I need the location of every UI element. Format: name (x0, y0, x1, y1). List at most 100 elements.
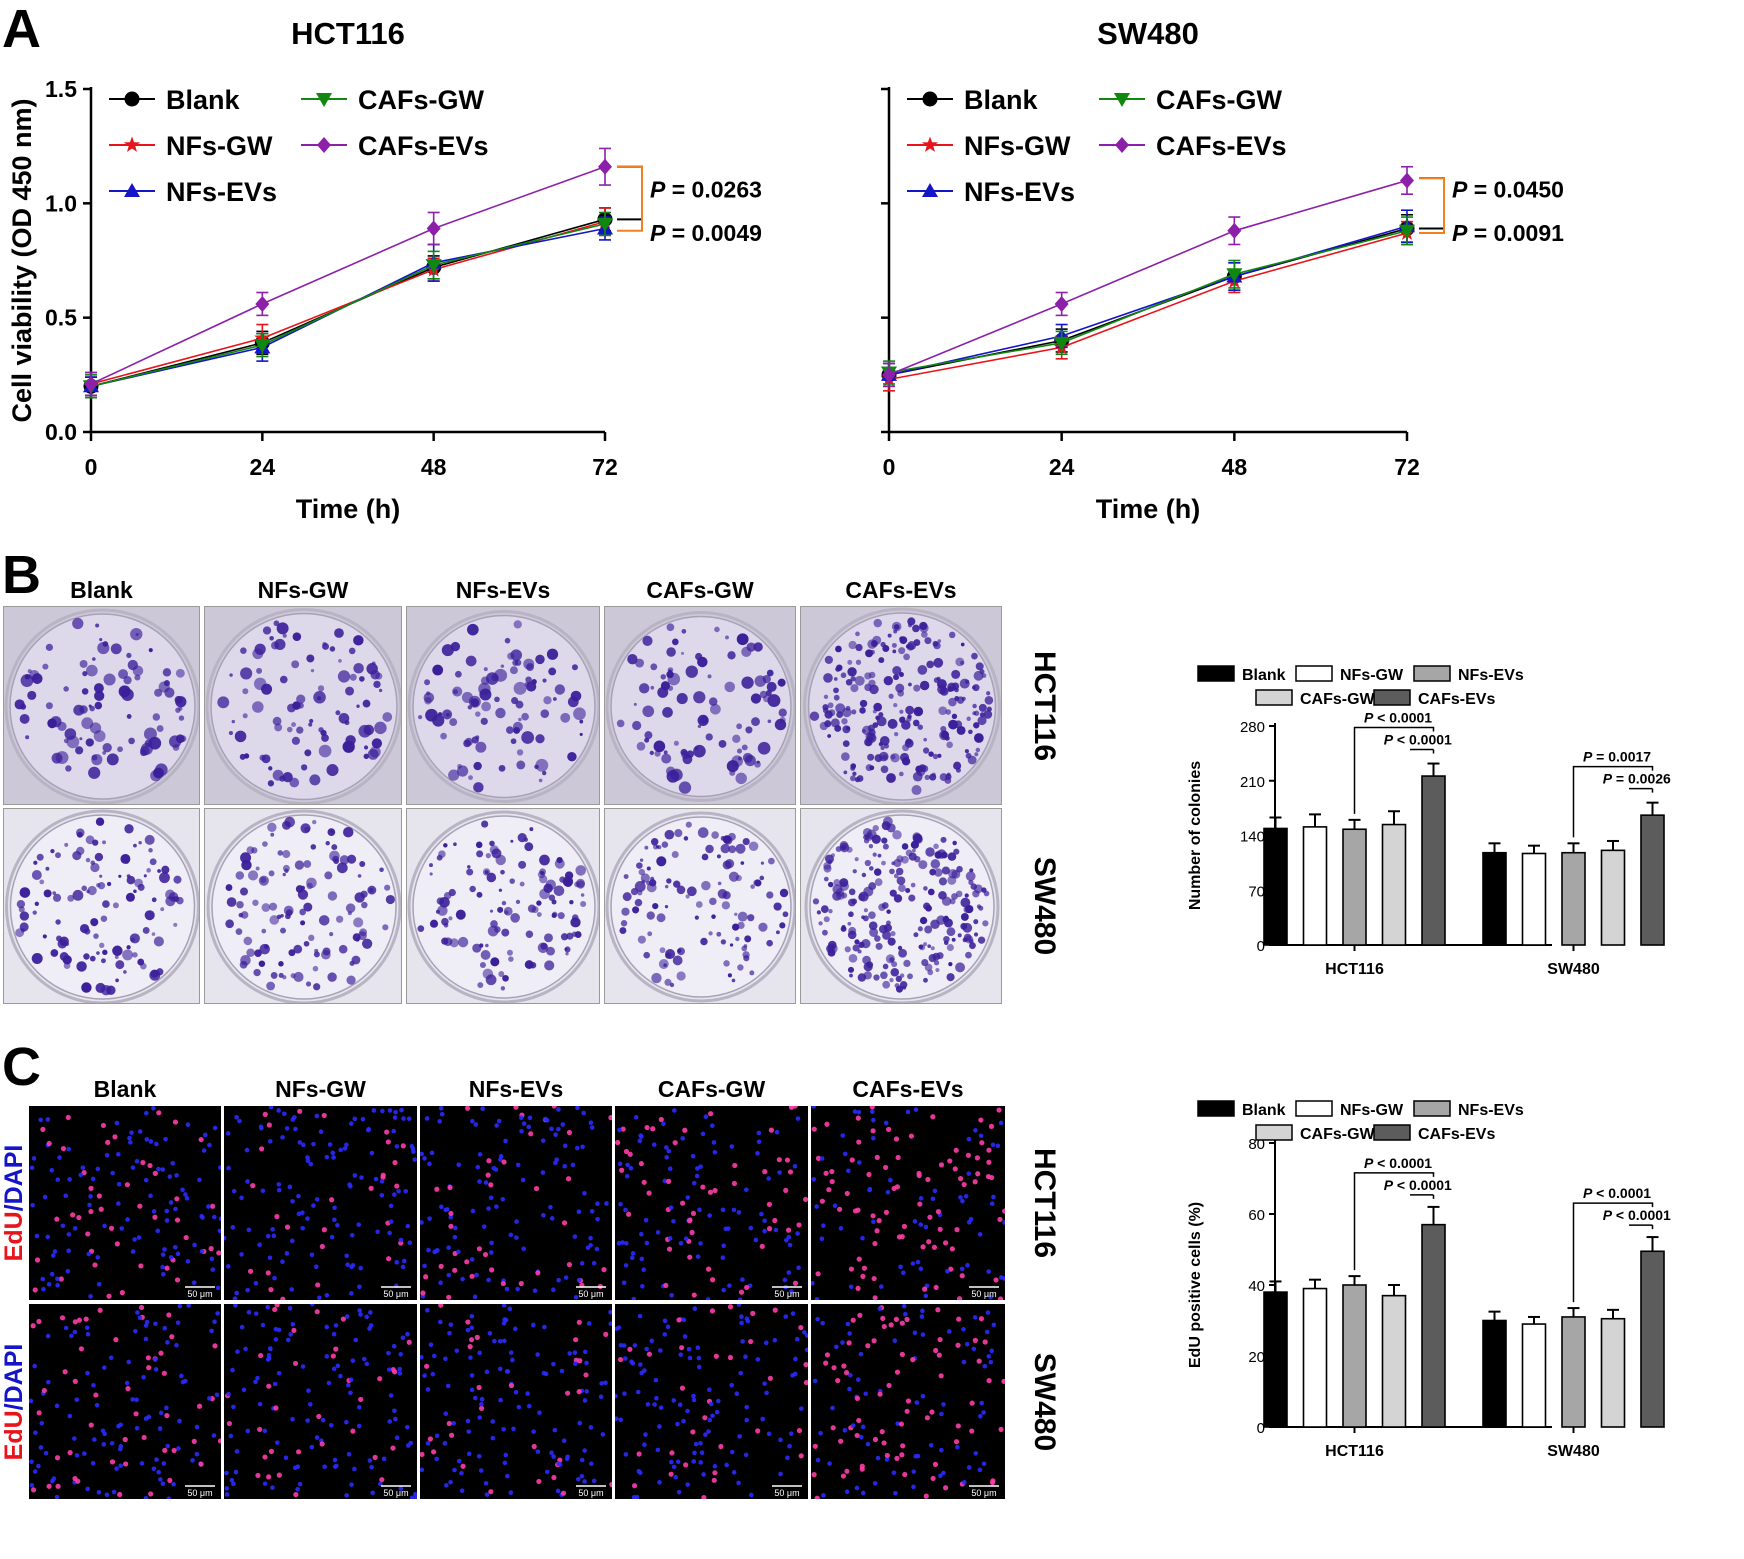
dapi-nucleus (584, 1360, 589, 1366)
edu-nucleus (783, 1187, 789, 1194)
colony (912, 848, 916, 853)
colony (32, 910, 37, 915)
edu-nucleus (513, 1106, 519, 1110)
dapi-nucleus (266, 1352, 272, 1358)
colony (919, 680, 930, 691)
edu-nucleus (609, 1481, 612, 1488)
dapi-nucleus (729, 1449, 735, 1455)
colony (254, 949, 262, 958)
dapi-nucleus (737, 1297, 743, 1300)
dapi-nucleus (356, 1404, 362, 1410)
legend-label: NFs-EVs (964, 177, 1075, 207)
dapi-nucleus (551, 1287, 556, 1293)
dapi-nucleus (918, 1222, 924, 1227)
dapi-nucleus (366, 1126, 372, 1132)
dapi-nucleus (856, 1160, 862, 1165)
dapi-nucleus (344, 1142, 349, 1148)
dapi-nucleus (682, 1334, 688, 1339)
colony (50, 716, 62, 728)
edu-nucleus (949, 1246, 955, 1252)
colony (480, 950, 491, 960)
dapi-nucleus (520, 1177, 526, 1183)
edu-nucleus (627, 1151, 633, 1157)
dapi-nucleus (911, 1469, 917, 1474)
colony-dish (804, 809, 1000, 1003)
dapi-nucleus (860, 1490, 866, 1496)
dapi-nucleus (981, 1410, 986, 1415)
colony (936, 952, 944, 960)
dapi-nucleus (799, 1406, 804, 1411)
colony (456, 765, 469, 777)
edu-nucleus (925, 1176, 931, 1183)
dapi-nucleus (272, 1381, 278, 1387)
dapi-nucleus (621, 1343, 627, 1348)
colony (264, 944, 269, 949)
dapi-nucleus (324, 1292, 330, 1298)
significance-bracket (1572, 1202, 1654, 1303)
colony (895, 975, 902, 983)
colony (268, 902, 278, 911)
dapi-nucleus (124, 1380, 130, 1386)
legend-label: CAFs-EVs (1156, 131, 1287, 161)
dapi-nucleus (691, 1459, 697, 1464)
dapi-nucleus (786, 1234, 792, 1240)
dapi-nucleus (847, 1386, 852, 1392)
edu-nucleus (899, 1452, 905, 1458)
edu-nucleus (476, 1384, 482, 1391)
dapi-nucleus (669, 1293, 674, 1298)
dapi-nucleus (174, 1173, 179, 1178)
dapi-nucleus (393, 1109, 398, 1115)
p-value-label: P < 0.0001 (1384, 1177, 1452, 1193)
dapi-nucleus (230, 1225, 236, 1230)
colony (86, 889, 90, 894)
colony (52, 893, 62, 902)
colony (636, 741, 646, 751)
dapi-nucleus (639, 1231, 644, 1237)
colony (735, 772, 747, 785)
colony (951, 669, 961, 679)
colony (273, 620, 280, 627)
colony (31, 870, 42, 880)
dapi-nucleus (755, 1151, 760, 1156)
colony (130, 627, 143, 641)
dapi-nucleus (353, 1337, 358, 1343)
p-symbol: P (1452, 177, 1468, 203)
colony (737, 911, 748, 922)
dapi-nucleus (85, 1331, 91, 1337)
dapi-nucleus (360, 1116, 366, 1122)
dapi-nucleus (459, 1470, 464, 1476)
colony (954, 687, 959, 693)
dapi-nucleus (694, 1173, 700, 1179)
colony (653, 740, 666, 753)
dapi-nucleus (516, 1404, 522, 1410)
dapi-nucleus (556, 1461, 561, 1467)
bar (1561, 851, 1586, 946)
dapi-nucleus (335, 1222, 340, 1228)
series-line-cafs-gw (90, 223, 606, 388)
edu-nucleus (486, 1158, 492, 1164)
colony (638, 868, 646, 876)
edu-nucleus (452, 1267, 458, 1273)
legend-item-blank: Blank (1197, 665, 1286, 684)
dapi-nucleus (541, 1212, 546, 1218)
dapi-nucleus (589, 1125, 595, 1130)
dapi-nucleus (324, 1324, 330, 1330)
colony (134, 674, 141, 681)
x-tick-label: 48 (1222, 454, 1248, 480)
colony (659, 947, 666, 954)
colony (960, 922, 968, 930)
dapi-nucleus (110, 1170, 115, 1176)
colony (908, 852, 917, 861)
edu-nucleus (870, 1213, 876, 1219)
dapi-nucleus (891, 1470, 897, 1475)
dapi-nucleus (695, 1345, 701, 1351)
edu-nucleus (812, 1443, 818, 1449)
edu-nucleus (601, 1267, 607, 1273)
dapi-nucleus (913, 1107, 919, 1112)
colony (633, 702, 637, 706)
colony (424, 679, 431, 686)
colony (99, 942, 105, 948)
colony (579, 732, 583, 736)
edu-nucleus (938, 1162, 945, 1168)
dapi-nucleus (827, 1461, 832, 1466)
